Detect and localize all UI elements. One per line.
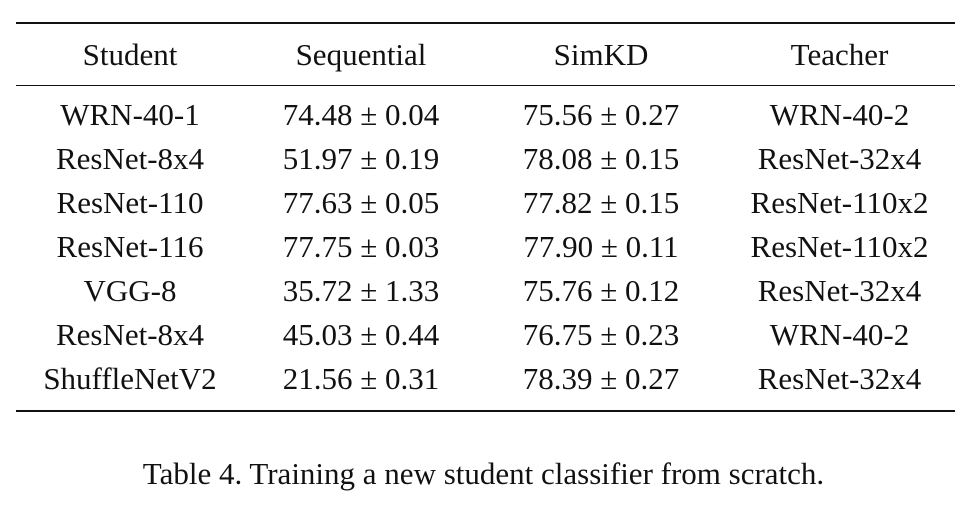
table-header-rule	[16, 85, 955, 86]
table-row: ResNet-8x4 45.03 ± 0.44 76.75 ± 0.23 WRN…	[16, 312, 955, 356]
table-row: ResNet-110 77.63 ± 0.05 77.82 ± 0.15 Res…	[16, 180, 955, 224]
student-cell: VGG-8	[83, 272, 177, 308]
table-caption: Table 4. Training a new student classifi…	[142, 456, 825, 491]
sequential-cell: 74.48 ± 0.04	[282, 96, 440, 132]
table-bottom-rule	[16, 410, 955, 412]
teacher-cell: ResNet-32x4	[757, 360, 922, 396]
table-top-rule	[16, 22, 955, 24]
header-student: Student	[82, 37, 178, 72]
student-cell: ShuffleNetV2	[43, 360, 217, 396]
header-sequential: Sequential	[295, 37, 427, 72]
teacher-cell: ResNet-110x2	[750, 228, 929, 264]
sequential-cell: 45.03 ± 0.44	[282, 316, 440, 352]
teacher-cell: WRN-40-2	[769, 316, 910, 352]
simkd-cell: 77.90 ± 0.11	[523, 228, 679, 264]
table-row: ResNet-8x4 51.97 ± 0.19 78.08 ± 0.15 Res…	[16, 136, 955, 180]
header-simkd: SimKD	[553, 37, 649, 72]
simkd-cell: 78.39 ± 0.27	[522, 360, 680, 396]
student-cell: WRN-40-1	[60, 96, 200, 132]
simkd-cell: 76.75 ± 0.23	[522, 316, 680, 352]
table-body: WRN-40-1 74.48 ± 0.04 75.56 ± 0.27 WRN-4…	[16, 86, 955, 410]
sequential-cell: 77.75 ± 0.03	[282, 228, 440, 264]
simkd-cell: 75.76 ± 0.12	[522, 272, 680, 308]
student-cell: ResNet-110	[56, 184, 204, 220]
student-cell: ResNet-8x4	[55, 316, 205, 352]
simkd-cell: 77.82 ± 0.15	[522, 184, 680, 220]
sequential-cell: 77.63 ± 0.05	[282, 184, 440, 220]
teacher-cell: ResNet-32x4	[757, 272, 922, 308]
table-header-row: Student Sequential SimKD Teacher	[16, 24, 955, 85]
table-row: ShuffleNetV2 21.56 ± 0.31 78.39 ± 0.27 R…	[16, 356, 955, 400]
table-row: VGG-8 35.72 ± 1.33 75.76 ± 0.12 ResNet-3…	[16, 268, 955, 312]
simkd-cell: 75.56 ± 0.27	[522, 96, 680, 132]
sequential-cell: 35.72 ± 1.33	[282, 272, 440, 308]
student-cell: ResNet-8x4	[55, 140, 205, 176]
table-row: WRN-40-1 74.48 ± 0.04 75.56 ± 0.27 WRN-4…	[16, 92, 955, 136]
teacher-cell: ResNet-110x2	[750, 184, 929, 220]
table-row: ResNet-116 77.75 ± 0.03 77.90 ± 0.11 Res…	[16, 224, 955, 268]
sequential-cell: 21.56 ± 0.31	[282, 360, 440, 396]
simkd-cell: 78.08 ± 0.15	[522, 140, 680, 176]
results-table: Student Sequential SimKD Teacher WRN-40-…	[16, 22, 955, 412]
sequential-cell: 51.97 ± 0.19	[282, 140, 440, 176]
header-teacher: Teacher	[790, 37, 889, 72]
teacher-cell: WRN-40-2	[769, 96, 910, 132]
student-cell: ResNet-116	[56, 228, 204, 264]
teacher-cell: ResNet-32x4	[757, 140, 922, 176]
